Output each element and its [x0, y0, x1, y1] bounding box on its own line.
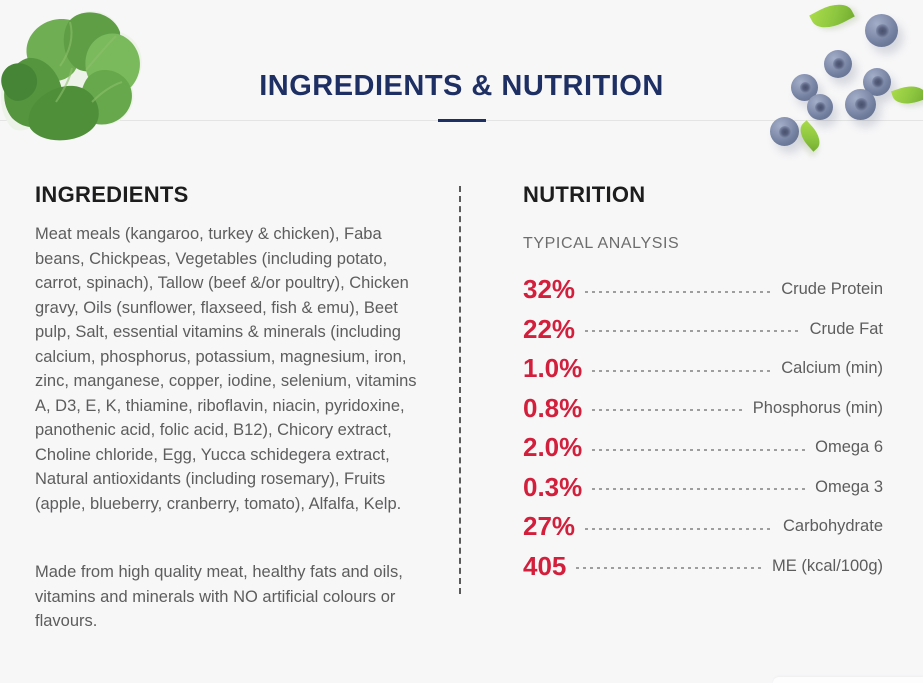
dotted-leader [592, 488, 806, 491]
nutrition-value: 27% [523, 511, 576, 542]
nutrition-label: Phosphorus (min) [752, 398, 883, 417]
nutrition-label: Crude Fat [809, 319, 883, 338]
nutrition-value: 405 [523, 550, 567, 581]
next-section-edge [773, 677, 923, 683]
nutrition-value: 0.8% [523, 392, 583, 423]
nutrition-label: Omega 6 [815, 438, 883, 457]
blueberries-image [760, 0, 923, 170]
ingredients-note-text: Made from high quality meat, healthy fat… [35, 563, 403, 630]
nutrition-label: Crude Protein [781, 280, 883, 299]
berry-leaf-icon [891, 81, 923, 109]
dotted-leader [592, 448, 806, 451]
nutrition-rows: 32% Crude Protein 22% Crude Fat 1.0% Calcium … [523, 270, 883, 586]
blueberry [824, 50, 852, 78]
dotted-leader [576, 567, 763, 570]
dotted-leader [585, 330, 800, 333]
nutrition-row: 22% Crude Fat [523, 310, 883, 350]
ingredients-heading: INGREDIENTS [35, 182, 189, 207]
nutrition-heading: NUTRITION [523, 182, 646, 207]
dotted-leader [585, 527, 774, 530]
nutrition-row: 0.3% Omega 3 [523, 468, 883, 508]
dotted-leader [585, 290, 772, 293]
nutrition-value: 2.0% [523, 432, 583, 463]
nutrition-row: 27% Carbohydrate [523, 507, 883, 547]
blueberry [845, 89, 876, 120]
nutrition-row: 405 ME (kcal/100g) [523, 547, 883, 587]
nutrition-row: 1.0% Calcium (min) [523, 349, 883, 389]
nutrition-label: Omega 3 [815, 477, 883, 496]
blueberry [807, 94, 833, 120]
nutrition-value: 1.0% [523, 353, 583, 384]
berry-leaf-icon [794, 120, 826, 152]
nutrition-label: Calcium (min) [781, 359, 883, 378]
title-accent-underline [437, 119, 486, 122]
typical-analysis-label: TYPICAL ANALYSIS [523, 235, 680, 252]
page-title: INGREDIENTS & NUTRITION [259, 70, 664, 102]
spinach-image [0, 10, 142, 141]
nutrition-value: 22% [523, 313, 576, 344]
ingredients-list-text: Meat meals (kangaroo, turkey & chicken),… [35, 225, 417, 513]
berry-leaf-icon [809, 0, 855, 36]
nutrition-column: NUTRITION TYPICAL ANALYSIS 32% Crude Prot… [523, 182, 883, 586]
nutrition-label: ME (kcal/100g) [772, 556, 883, 575]
blueberry [863, 68, 891, 96]
nutrition-row: 2.0% Omega 6 [523, 428, 883, 468]
dotted-leader [592, 409, 743, 412]
nutrition-value: 0.3% [523, 471, 583, 502]
ingredients-column: INGREDIENTS Meat meals (kangaroo, turkey… [35, 182, 433, 634]
blueberry [865, 14, 898, 47]
blueberry [770, 117, 799, 146]
nutrition-row: 32% Crude Protein [523, 270, 883, 310]
column-divider-dashed [459, 186, 461, 594]
nutrition-row: 0.8% Phosphorus (min) [523, 389, 883, 429]
nutrition-value: 32% [523, 274, 576, 305]
nutrition-label: Carbohydrate [783, 517, 883, 536]
dotted-leader [592, 369, 772, 372]
